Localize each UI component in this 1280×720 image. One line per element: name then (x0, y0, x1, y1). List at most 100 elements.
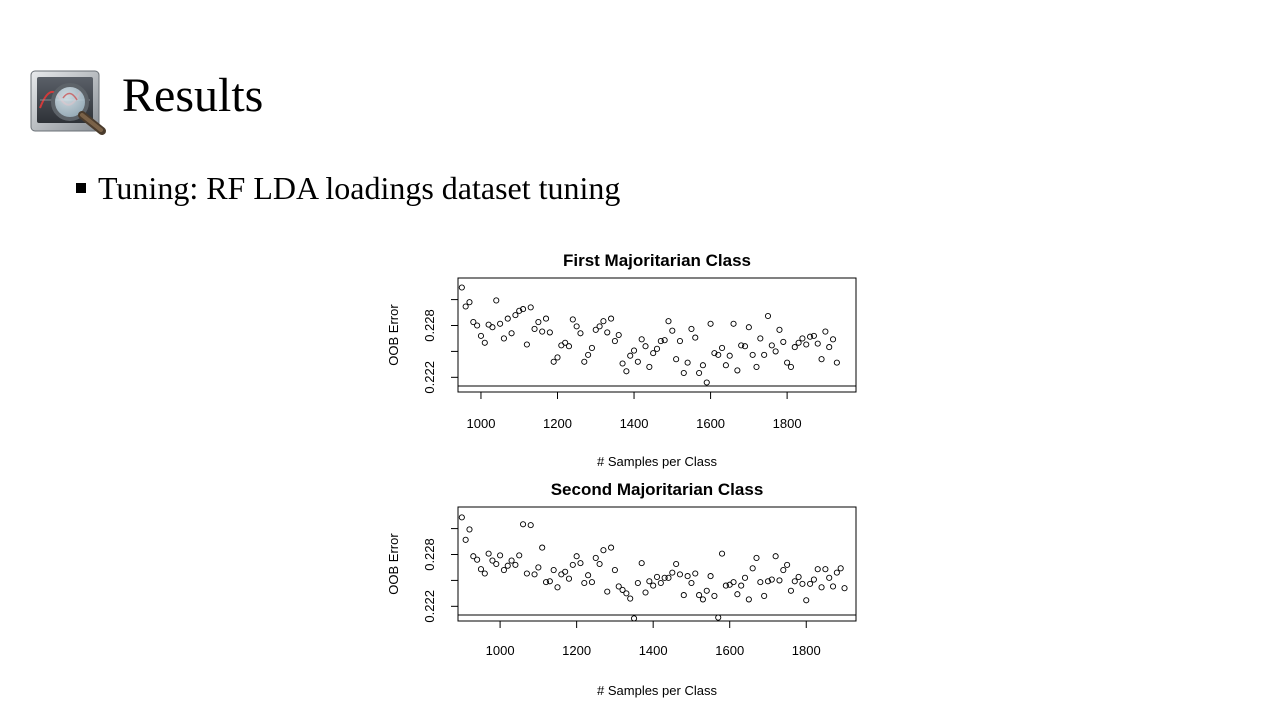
data-point (477, 332, 485, 339)
data-point (738, 342, 745, 349)
y-axis-label: OOB Error (386, 304, 401, 366)
data-point (638, 560, 645, 567)
data-point (619, 586, 626, 593)
data-point (822, 566, 829, 573)
x-tick-label: 1800 (773, 416, 802, 431)
data-point (531, 325, 538, 333)
data-point (508, 330, 515, 337)
data-point (696, 592, 703, 599)
x-tick-label: 1800 (792, 643, 821, 658)
data-point (833, 569, 840, 576)
data-point (581, 358, 588, 365)
data-point (795, 339, 802, 346)
data-point (577, 560, 584, 567)
data-point (546, 329, 553, 336)
data-point (738, 582, 745, 589)
chart-title: Second Majoritarian Class (551, 480, 764, 499)
data-point (508, 557, 515, 564)
data-point (569, 316, 576, 323)
data-point (692, 570, 699, 577)
data-point (753, 363, 760, 371)
data-point (741, 574, 749, 581)
x-tick-label: 1200 (562, 643, 591, 658)
data-point (493, 297, 500, 304)
data-point (577, 330, 584, 337)
data-point (787, 363, 794, 371)
data-point (795, 573, 802, 581)
data-point (833, 359, 840, 366)
data-point (550, 358, 557, 365)
data-point (807, 333, 814, 340)
data-point (734, 591, 741, 598)
data-point (623, 590, 630, 597)
data-point (504, 315, 511, 322)
data-point (489, 557, 496, 564)
data-point (653, 573, 661, 581)
data-point (630, 347, 638, 354)
data-point (684, 573, 691, 580)
data-point (600, 547, 607, 554)
data-point (680, 592, 687, 599)
data-point (676, 571, 684, 578)
data-point (630, 615, 638, 622)
data-point (688, 325, 695, 333)
data-point (757, 335, 764, 342)
data-point (588, 344, 595, 352)
data-point (608, 544, 615, 551)
data-point (768, 576, 775, 583)
data-point (722, 582, 729, 589)
data-point (565, 575, 573, 582)
data-point (615, 583, 622, 590)
x-tick-label: 1600 (715, 643, 744, 658)
data-point (726, 352, 733, 359)
data-point (558, 571, 565, 578)
data-point (608, 315, 615, 322)
data-point (650, 350, 657, 357)
data-point (642, 343, 649, 350)
data-point (776, 577, 783, 584)
data-point (669, 327, 676, 334)
data-point (696, 369, 703, 377)
data-point (757, 579, 764, 586)
data-point (715, 351, 722, 358)
data-point (466, 526, 473, 533)
data-point (474, 322, 481, 329)
scatter-chart-second-class: Second Majoritarian Class 1000 1200 1400 160… (386, 480, 857, 698)
data-point (692, 334, 699, 341)
data-point (573, 323, 580, 330)
data-point (841, 585, 848, 592)
data-point (665, 318, 672, 325)
data-point (516, 552, 523, 559)
data-point (730, 579, 737, 586)
data-point (803, 597, 810, 604)
data-point (493, 560, 500, 568)
x-tick-label: 1200 (543, 416, 572, 431)
data-point (520, 521, 527, 528)
data-point (791, 578, 798, 585)
data-point (741, 343, 749, 350)
data-point (596, 560, 603, 568)
data-point (772, 348, 779, 355)
data-point (592, 326, 599, 333)
data-point (787, 587, 794, 594)
data-point (657, 579, 664, 587)
data-point (745, 596, 752, 603)
data-point (623, 368, 630, 375)
data-point (523, 341, 530, 348)
data-point (761, 351, 768, 358)
bullet-item: Tuning: RF LDA loadings dataset tuning (76, 170, 620, 207)
data-point (784, 561, 791, 568)
data-point (764, 578, 772, 585)
data-point (653, 345, 661, 352)
data-point (516, 307, 523, 314)
data-point (784, 359, 791, 366)
data-point (730, 320, 737, 327)
data-point (657, 337, 664, 345)
data-point (523, 570, 530, 577)
x-tick-label: 1400 (620, 416, 649, 431)
data-point (646, 578, 653, 585)
data-point (715, 614, 722, 621)
data-point (780, 338, 787, 345)
bullet-marker (76, 182, 86, 193)
data-point (634, 358, 641, 365)
